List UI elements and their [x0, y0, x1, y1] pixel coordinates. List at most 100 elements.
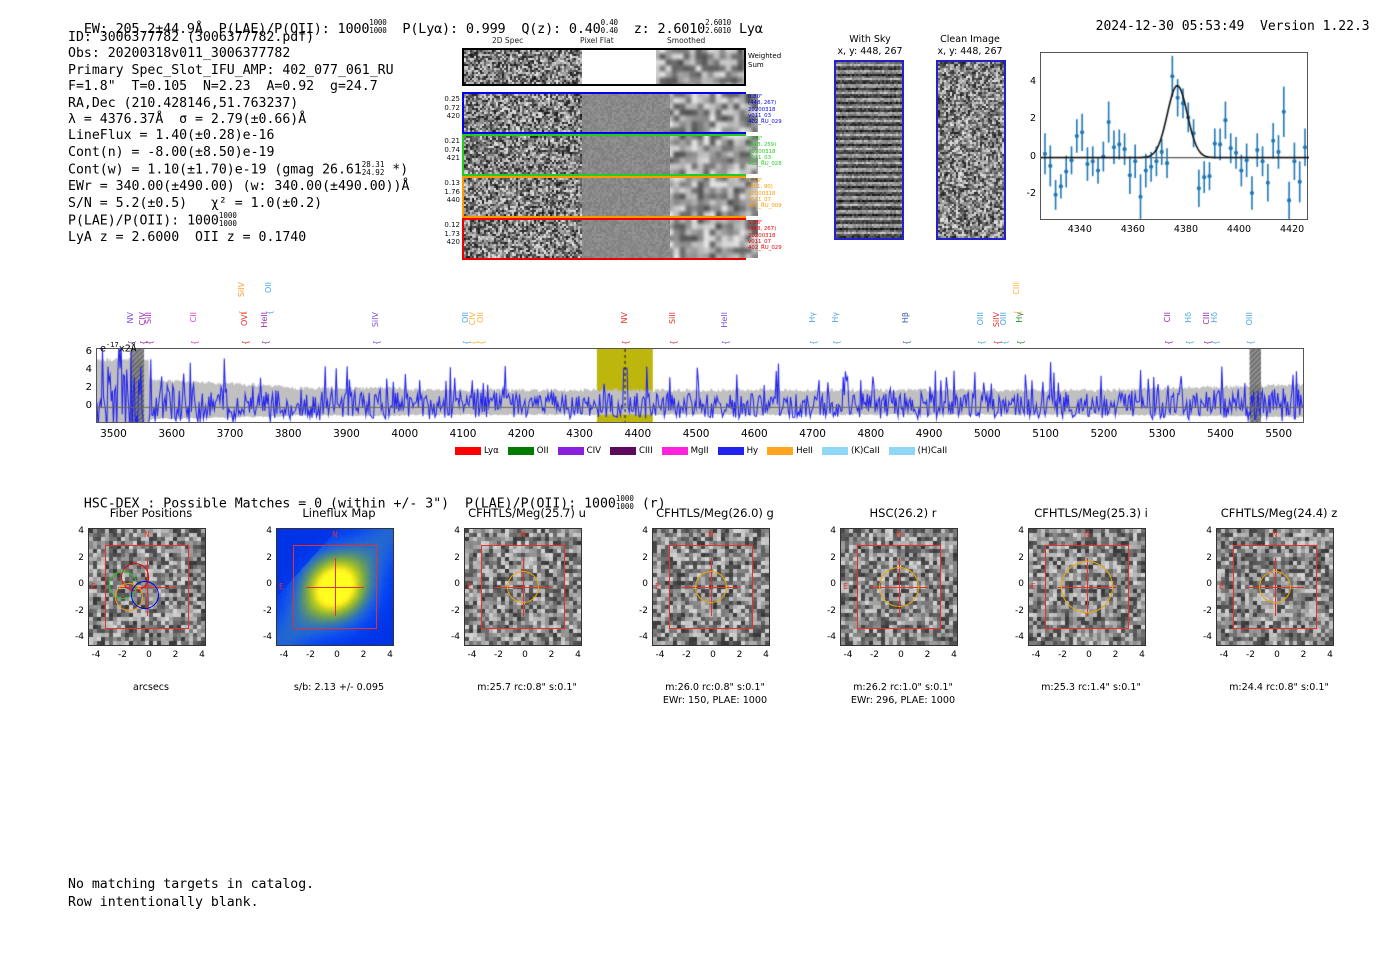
cutout-sub-line1: m:25.7 rc:0.8" s:0.1"	[477, 682, 577, 693]
2d-spec-row-stats: 0.21 0.74 421	[444, 137, 460, 162]
2d-spec-row-meta: 0.80" (448, 267) 20200318 v011_03 402_RU_029	[748, 94, 782, 126]
2d-spec-row-meta: 1.19" (451, 90) 20200318 v011_07 402_RU_009	[748, 178, 782, 210]
cutout-y-tick: -4	[451, 632, 460, 642]
cutout-region-box	[293, 545, 377, 629]
cutout-x-tick: 0	[334, 650, 340, 660]
compass-north: N	[1084, 530, 1090, 539]
emission-line-label: HeII	[720, 312, 730, 328]
cutout-x-tick: -2	[1246, 650, 1255, 660]
cutout-sub-line1: m:26.2 rc:1.0" s:0.1"	[853, 682, 953, 693]
full-spectrum-axes	[96, 348, 1304, 423]
cutout-y-tick: 4	[266, 526, 272, 536]
cutout-x-tick: -4	[279, 650, 289, 660]
cutout-y-tick: -2	[639, 605, 648, 616]
spectrum-y-tick: 4	[85, 363, 92, 375]
info-redshifts: LyA z = 2.6000 OII z = 0.1740	[68, 229, 307, 245]
emission-line-label: CII	[1163, 312, 1173, 323]
emission-line-bracket: {	[371, 340, 381, 346]
emission-line-label: SiII	[667, 312, 677, 325]
legend-label: CIII	[639, 446, 653, 456]
cutout-y-tick: 0	[1018, 579, 1024, 589]
legend-label: (H)CaII	[917, 446, 948, 456]
line-profile-y-tick: 2	[1029, 113, 1036, 125]
cutout-y-tick: -4	[639, 632, 648, 642]
emission-line-label: OII	[263, 282, 273, 294]
cutout-x-tick: -2	[870, 650, 879, 660]
emission-line-label: SiII	[143, 312, 153, 325]
emission-line-bracket: {	[1185, 340, 1195, 346]
cutout-x-tick: -4	[1219, 650, 1229, 660]
smoothed-cell	[670, 220, 758, 258]
header-ew: EW: 205.2±44.9Å	[83, 20, 203, 37]
2d-spec-row-stats: 0.25 0.72 420	[444, 95, 460, 120]
header-z-fraction: 2.6010 2.6010	[705, 18, 731, 35]
compass-north: N	[520, 530, 526, 539]
line-profile-y-tick: 0	[1029, 150, 1036, 162]
compass-north: N	[332, 530, 338, 539]
emission-line-label: Hδ	[1209, 312, 1219, 323]
cutout-y-tick: 4	[1206, 526, 1212, 536]
cutout-y-tick: -2	[827, 605, 836, 616]
header-qz-fraction: 0.40 0.40	[600, 18, 618, 35]
cutout-panel: CFHTLS/Meg(26.0) g N E -4 -4 -2 -2 0 0 2 2 4 4 m:26.0…	[626, 506, 804, 721]
cutout-sub-line1: s/b: 2.13 +/- 0.095	[293, 682, 385, 693]
2d-spec-cell	[464, 94, 582, 132]
cutout-panel: CFHTLS/Meg(25.7) u N E -4 -4 -2 -2 0 0 2 2 4 4 m:25.7…	[438, 506, 616, 721]
cutout-subtitle: m:25.7 rc:0.8" s:0.1"	[438, 682, 616, 695]
spectrum-x-tick: 5200	[1090, 428, 1118, 440]
legend-item: Hy	[717, 446, 758, 456]
legend-label: Lyα	[484, 446, 499, 456]
spectrum-y-tick: 0	[85, 400, 92, 412]
cutout-x-tick: 0	[522, 650, 528, 660]
info-seeing: F=1.8" T=0.105 N=2.23 A=0.92 g=24.7	[68, 79, 378, 95]
2d-spec-row	[462, 176, 758, 218]
cutout-x-tick: 2	[548, 650, 555, 660]
emission-line-label: NV	[126, 312, 136, 324]
cutout-x-tick: 2	[736, 650, 743, 660]
line-profile-x-tick: 4380	[1173, 224, 1199, 235]
cutout-sub-line2: EWr: 296, PLAE: 1000	[850, 694, 956, 706]
emission-line-label: Hγ	[831, 312, 841, 323]
cutout-y-tick: -2	[75, 605, 84, 616]
cutout-title: HSC(26.2) r	[869, 506, 937, 520]
emission-line-bracket: {	[808, 340, 818, 346]
cutout-x-tick: -2	[118, 650, 127, 660]
cutout-y-tick: 2	[266, 552, 272, 563]
emission-line-bracket: {	[901, 340, 911, 346]
smoothed-cell	[670, 178, 758, 216]
info-plae: P(LAE)/P(OII): 1000 1000 1000	[68, 210, 237, 229]
emission-line-label: Hγ	[807, 312, 817, 323]
cutout-x-tick: -4	[467, 650, 477, 660]
compass-north: N	[1272, 530, 1278, 539]
legend-swatch	[767, 447, 794, 455]
cutout-y-tick: 2	[642, 552, 648, 563]
cutout-y-tick: 2	[454, 552, 460, 563]
legend-item: (H)CaII	[888, 446, 948, 456]
cutout-sub-line1: m:26.0 rc:0.8" s:0.1"	[665, 682, 765, 693]
cutout-x-tick: 0	[898, 650, 904, 660]
legend-item: CIV	[557, 446, 602, 456]
legend-label: CIV	[586, 446, 602, 456]
cutout-y-tick: -2	[1015, 605, 1024, 616]
2d-spec-row	[462, 92, 758, 134]
cutout-sub-line2: EWr: 150, PLAE: 1000	[662, 694, 768, 706]
compass-east: E	[279, 582, 284, 591]
legend-swatch	[661, 447, 688, 455]
cutout-region-box	[857, 545, 941, 629]
cutout-y-tick: 0	[642, 579, 648, 589]
footer-text: No matching targets in catalog. Row inte…	[68, 876, 314, 912]
compass-north: N	[896, 530, 902, 539]
emission-line-bracket: {	[999, 340, 1009, 346]
cutout-y-tick: 0	[266, 579, 272, 589]
cutout-title: CFHTLS/Meg(25.7) u	[468, 506, 586, 520]
emission-line-label: Hδ	[1184, 312, 1194, 323]
info-ewr: EWr = 340.00(±490.00) (w: 340.00(±490.00…	[68, 179, 410, 195]
pixel-flat-cell	[582, 220, 670, 258]
line-profile-axes	[1040, 52, 1309, 221]
clean-image-caption: Clean Image x, y: 448, 267	[937, 34, 1003, 57]
legend-swatch	[610, 447, 637, 455]
cutout-x-tick: -4	[843, 650, 853, 660]
legend-label: (K)CaII	[850, 446, 880, 456]
smoothed-title: Smoothed	[667, 36, 706, 45]
cutout-y-tick: 4	[830, 526, 836, 536]
